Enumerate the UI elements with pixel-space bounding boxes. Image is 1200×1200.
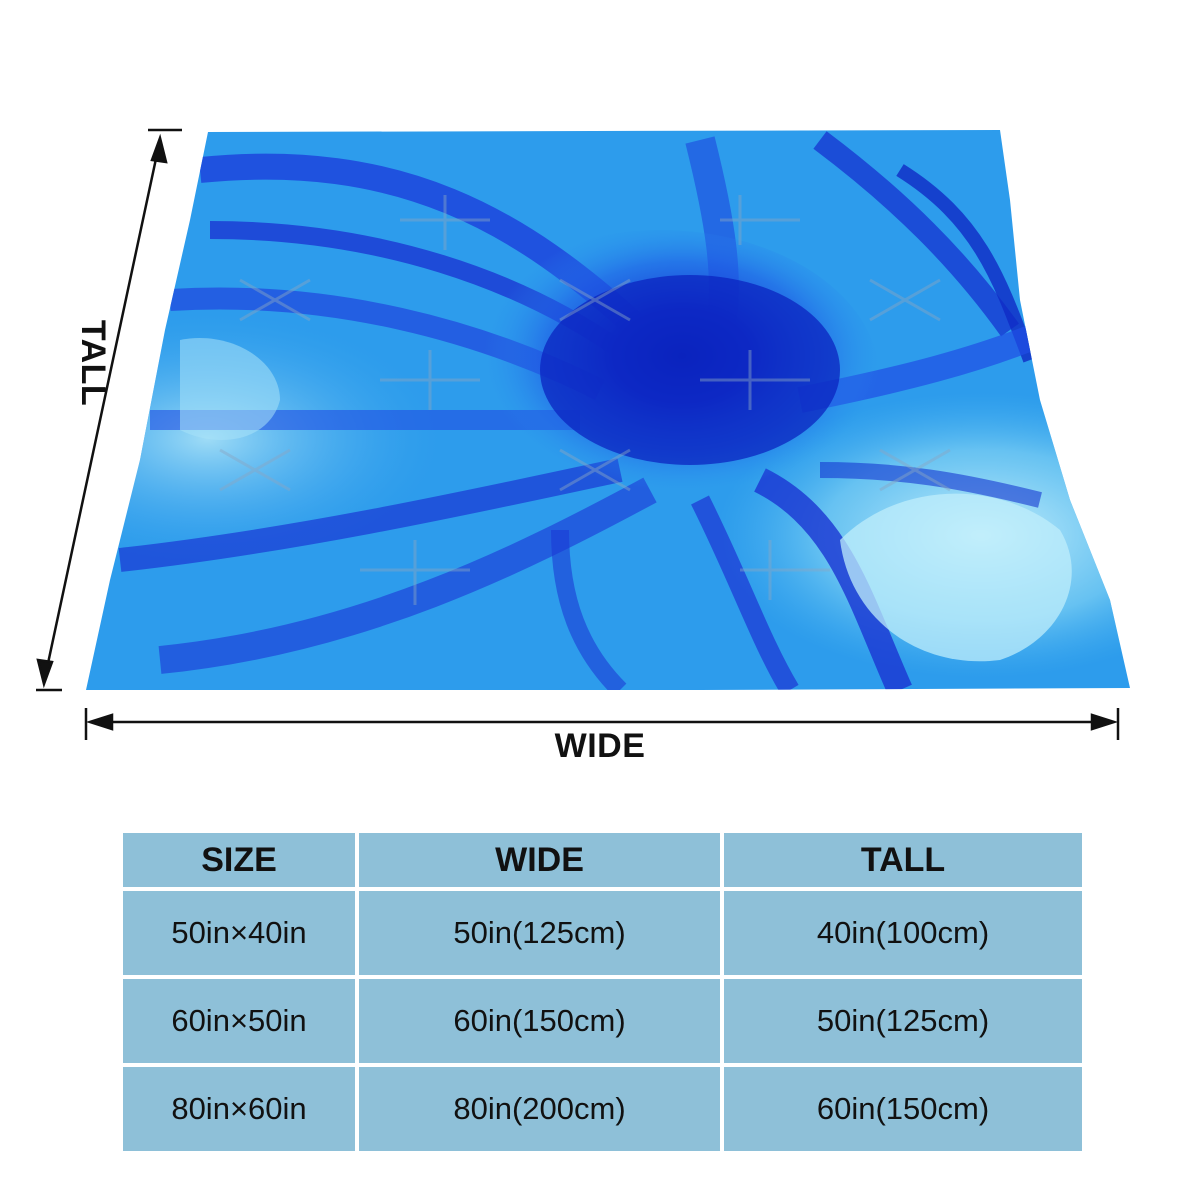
tall-cell: 50in(125cm) <box>724 979 1082 1063</box>
tall-cell: 60in(150cm) <box>724 1067 1082 1151</box>
wide-cell: 60in(150cm) <box>359 979 720 1063</box>
wide-cell: 50in(125cm) <box>359 891 720 975</box>
wide-dimension-arrow <box>84 708 1120 740</box>
table-header-row: SIZE WIDE TALL <box>123 833 1082 887</box>
header-wide: WIDE <box>359 833 720 887</box>
table-row: 60in×50in 60in(150cm) 50in(125cm) <box>123 979 1082 1063</box>
wide-label: WIDE <box>554 727 646 765</box>
header-size: SIZE <box>123 833 355 887</box>
table-row: 80in×60in 80in(200cm) 60in(150cm) <box>123 1067 1082 1151</box>
blanket-image <box>86 130 1130 690</box>
header-tall: TALL <box>724 833 1082 887</box>
size-cell: 50in×40in <box>123 891 355 975</box>
tall-cell: 40in(100cm) <box>724 891 1082 975</box>
tall-label: TALL <box>74 319 112 407</box>
size-chart-table: SIZE WIDE TALL 50in×40in 50in(125cm) 40i… <box>119 829 1086 1155</box>
blanket-dimension-figure <box>36 128 1130 740</box>
wide-cell: 80in(200cm) <box>359 1067 720 1151</box>
size-cell: 80in×60in <box>123 1067 355 1151</box>
tall-dimension-arrow <box>36 128 182 692</box>
size-cell: 60in×50in <box>123 979 355 1063</box>
table-row: 50in×40in 50in(125cm) 40in(100cm) <box>123 891 1082 975</box>
